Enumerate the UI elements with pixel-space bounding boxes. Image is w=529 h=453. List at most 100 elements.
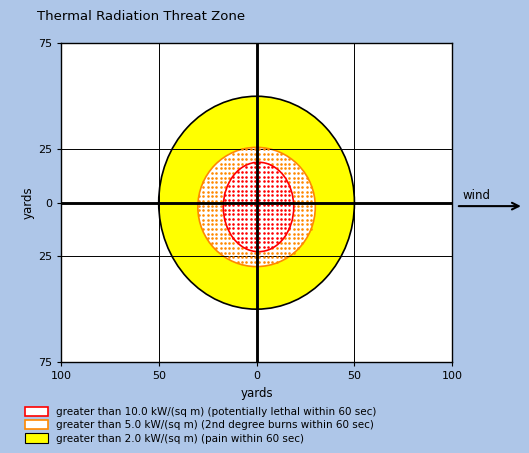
Point — [238, 212, 247, 219]
Point — [204, 230, 212, 237]
Point — [268, 215, 277, 222]
Point — [272, 174, 281, 181]
Point — [289, 202, 298, 209]
Point — [242, 197, 251, 204]
Point — [294, 169, 302, 177]
Point — [229, 160, 238, 167]
Point — [263, 169, 272, 176]
Point — [303, 216, 311, 223]
Point — [238, 215, 247, 222]
Point — [229, 201, 238, 208]
Point — [263, 150, 272, 158]
Point — [238, 169, 247, 177]
Point — [247, 197, 255, 204]
Point — [289, 235, 298, 242]
Point — [259, 169, 268, 176]
Point — [221, 202, 229, 209]
Point — [303, 174, 311, 181]
Point — [238, 239, 247, 246]
Point — [212, 169, 221, 177]
Point — [268, 169, 277, 176]
Point — [289, 216, 298, 223]
Point — [238, 155, 247, 163]
Point — [233, 193, 242, 200]
Point — [204, 193, 212, 200]
Point — [212, 198, 221, 205]
Point — [289, 169, 298, 177]
Point — [281, 240, 289, 247]
Point — [242, 173, 251, 180]
Point — [251, 160, 259, 167]
Point — [216, 235, 225, 242]
Point — [277, 220, 285, 227]
Point — [247, 244, 255, 251]
Point — [238, 226, 247, 233]
Point — [298, 188, 307, 195]
Point — [294, 221, 302, 228]
Point — [268, 202, 277, 209]
Point — [272, 258, 281, 265]
Point — [238, 229, 247, 236]
Point — [272, 201, 281, 208]
Point — [242, 164, 251, 172]
Point — [259, 164, 268, 171]
Point — [229, 211, 238, 218]
Point — [255, 230, 263, 237]
Point — [268, 174, 277, 181]
Point — [233, 183, 242, 191]
Point — [272, 239, 281, 246]
Point — [238, 178, 247, 186]
Point — [242, 240, 251, 247]
Point — [272, 164, 281, 172]
Point — [216, 230, 225, 237]
Point — [289, 230, 298, 237]
Point — [238, 146, 247, 153]
Point — [268, 164, 277, 172]
Point — [263, 201, 272, 208]
Point — [199, 216, 207, 223]
Point — [277, 211, 285, 218]
Point — [233, 173, 242, 180]
Point — [233, 187, 242, 194]
Point — [216, 169, 225, 177]
Point — [242, 146, 251, 153]
Point — [281, 183, 289, 191]
Point — [251, 234, 259, 241]
Point — [233, 239, 242, 246]
Point — [238, 207, 247, 214]
Point — [251, 197, 259, 204]
Point — [285, 215, 294, 222]
Point — [272, 160, 281, 167]
Point — [281, 169, 289, 177]
Point — [255, 150, 263, 158]
Point — [277, 173, 285, 180]
Point — [263, 178, 272, 185]
Point — [208, 240, 216, 247]
Point — [272, 235, 281, 242]
Point — [221, 188, 229, 195]
Point — [268, 150, 277, 158]
Point — [221, 249, 229, 256]
Point — [277, 201, 285, 208]
Point — [259, 198, 268, 205]
Point — [238, 240, 247, 247]
Point — [263, 215, 272, 222]
Point — [229, 206, 238, 213]
Point — [281, 254, 289, 261]
Point — [229, 164, 238, 172]
Point — [277, 188, 285, 195]
Point — [225, 216, 233, 223]
Point — [208, 169, 216, 177]
Point — [272, 229, 281, 236]
Point — [251, 244, 259, 251]
Point — [307, 212, 315, 219]
Point — [242, 178, 251, 186]
Point — [195, 198, 203, 205]
Point — [212, 188, 221, 195]
Point — [285, 226, 294, 233]
Point — [229, 188, 238, 195]
Point — [289, 221, 298, 228]
Point — [247, 207, 255, 214]
Point — [263, 206, 272, 213]
Point — [238, 211, 247, 218]
